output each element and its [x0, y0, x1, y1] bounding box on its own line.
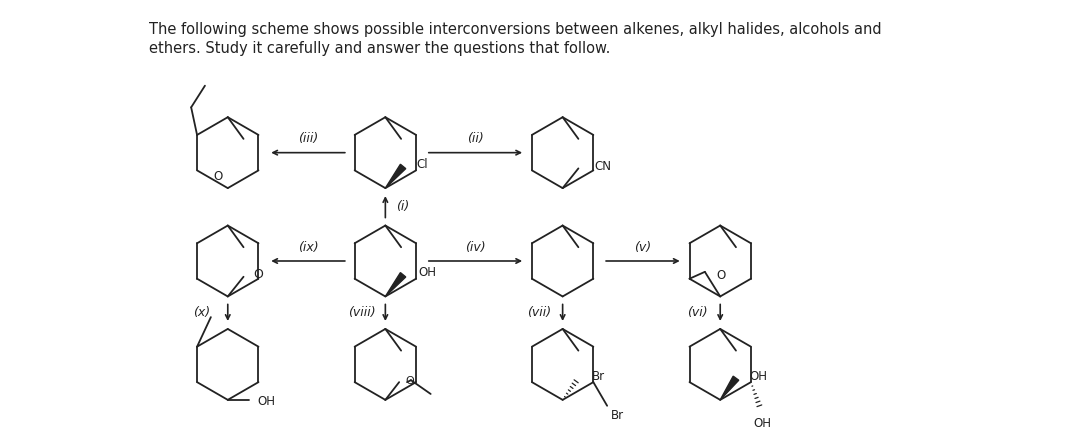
- Text: Br: Br: [611, 409, 624, 422]
- Polygon shape: [720, 376, 739, 400]
- Text: (iii): (iii): [298, 132, 319, 145]
- Text: (ii): (ii): [467, 132, 484, 145]
- Text: ethers. Study it carefully and answer the questions that follow.: ethers. Study it carefully and answer th…: [149, 41, 610, 56]
- Text: (x): (x): [193, 306, 211, 319]
- Polygon shape: [386, 273, 406, 296]
- Text: (i): (i): [396, 200, 409, 213]
- Text: CN: CN: [594, 160, 611, 173]
- Text: OH: OH: [419, 266, 436, 280]
- Text: (v): (v): [634, 241, 651, 254]
- Text: O: O: [717, 269, 726, 282]
- Text: OH: OH: [754, 417, 772, 430]
- Text: O: O: [214, 170, 222, 183]
- Text: (vii): (vii): [527, 306, 551, 319]
- Text: O: O: [254, 268, 264, 281]
- Text: (ix): (ix): [298, 241, 319, 254]
- Text: O: O: [405, 376, 414, 386]
- Text: (viii): (viii): [348, 306, 376, 319]
- Text: OH: OH: [750, 370, 768, 383]
- Text: Cl: Cl: [417, 158, 429, 171]
- Text: (iv): (iv): [465, 241, 486, 254]
- Text: (vi): (vi): [687, 306, 707, 319]
- Text: OH: OH: [257, 395, 275, 408]
- Polygon shape: [386, 164, 406, 188]
- Text: The following scheme shows possible interconversions between alkenes, alkyl hali: The following scheme shows possible inte…: [149, 22, 881, 37]
- Text: Br: Br: [592, 370, 605, 383]
